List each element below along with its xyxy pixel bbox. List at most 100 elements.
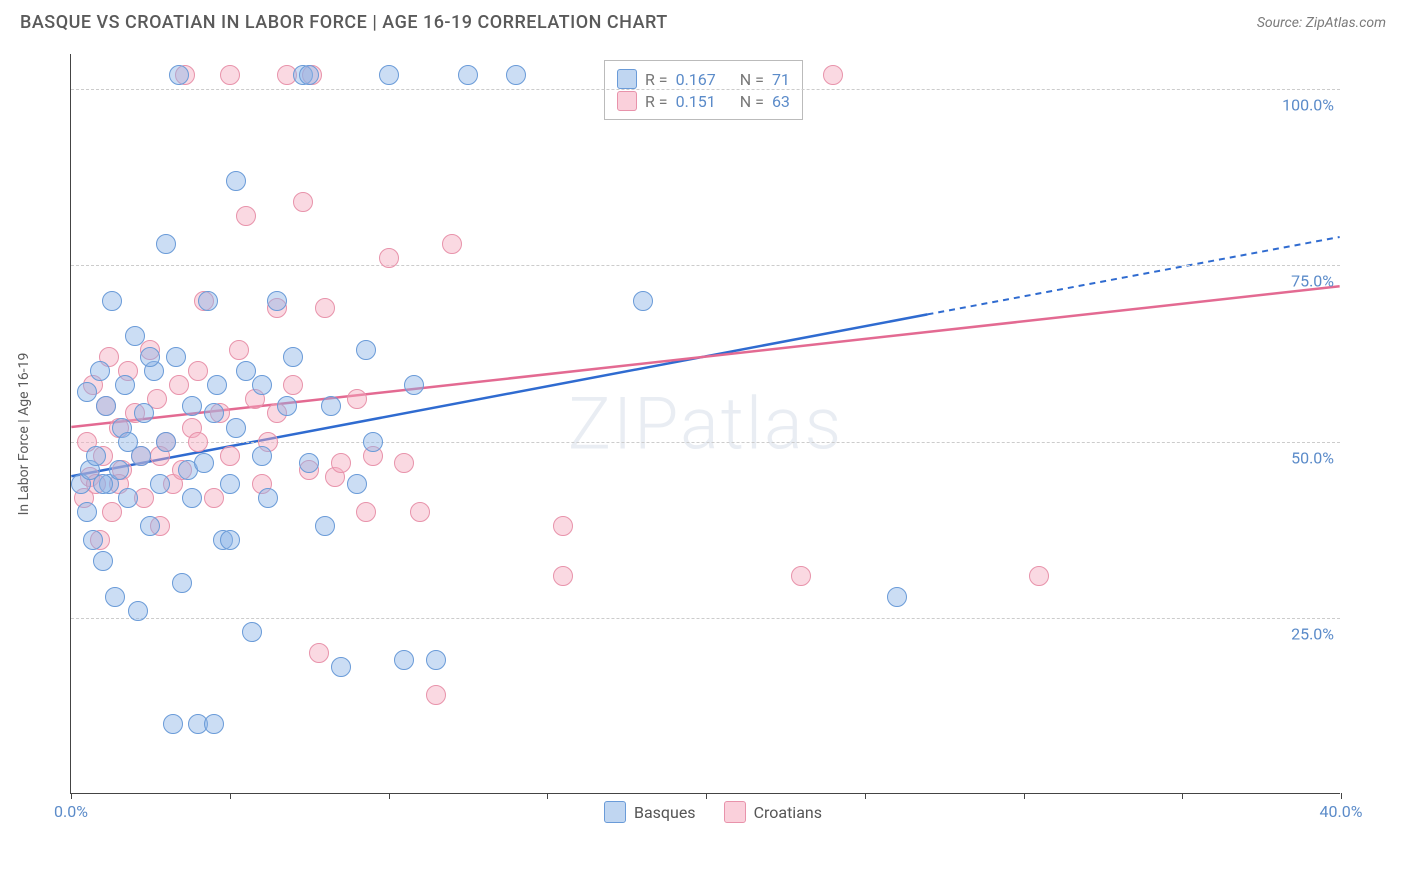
data-point (252, 375, 272, 395)
data-point (140, 347, 160, 367)
data-point (220, 530, 240, 550)
data-point (220, 474, 240, 494)
data-point (150, 474, 170, 494)
data-point (331, 453, 351, 473)
legend-row: R = 0.151 N = 63 (617, 91, 790, 111)
gridline (71, 265, 1340, 266)
legend-row: R = 0.167 N = 71 (617, 69, 790, 89)
data-point (169, 375, 189, 395)
data-point (188, 361, 208, 381)
legend-series: Basques Croatians (604, 801, 822, 823)
legend-item: Croatians (724, 801, 822, 823)
data-point (277, 396, 297, 416)
legend-swatch (617, 91, 637, 111)
data-point (118, 488, 138, 508)
data-point (394, 650, 414, 670)
data-point (166, 347, 186, 367)
legend-n: 63 (772, 92, 790, 111)
data-point (156, 234, 176, 254)
data-point (633, 291, 653, 311)
data-point (426, 685, 446, 705)
legend-label: Basques (634, 803, 696, 822)
data-point (226, 171, 246, 191)
data-point (321, 396, 341, 416)
data-point (128, 601, 148, 621)
legend-n: 71 (772, 70, 790, 89)
y-tick-label: 25.0% (1291, 624, 1334, 643)
data-point (172, 573, 192, 593)
legend-n-label: N = (740, 92, 764, 111)
data-point (163, 714, 183, 734)
data-point (134, 403, 154, 423)
x-tick (71, 793, 72, 799)
x-tick (1182, 793, 1183, 799)
data-point (169, 65, 189, 85)
x-tick-label: 0.0% (54, 802, 88, 821)
chart-header: BASQUE VS CROATIAN IN LABOR FORCE | AGE … (0, 0, 1406, 39)
legend-swatch (604, 801, 626, 823)
data-point (347, 474, 367, 494)
x-tick (389, 793, 390, 799)
chart-region: In Labor Force | Age 16-19 ZIPatlas R =0… (50, 54, 1370, 814)
data-point (109, 460, 129, 480)
trend-lines (71, 54, 1340, 793)
data-point (229, 340, 249, 360)
data-point (553, 566, 573, 586)
data-point (283, 375, 303, 395)
data-point (188, 432, 208, 452)
y-tick-label: 75.0% (1291, 272, 1334, 291)
data-point (458, 65, 478, 85)
data-point (77, 382, 97, 402)
x-tick (865, 793, 866, 799)
data-point (887, 587, 907, 607)
gridline (71, 618, 1340, 619)
x-tick (706, 793, 707, 799)
data-point (267, 291, 287, 311)
x-tick-label: 40.0% (1320, 802, 1363, 821)
data-point (791, 566, 811, 586)
data-point (823, 65, 843, 85)
data-point (102, 502, 122, 522)
gridline (71, 89, 1340, 90)
data-point (309, 643, 329, 663)
legend-item: Basques (604, 801, 696, 823)
data-point (331, 657, 351, 677)
legend-n-label: N = (740, 70, 764, 89)
data-point (182, 396, 202, 416)
y-tick-label: 100.0% (1282, 96, 1334, 115)
legend-r-label: R = (645, 70, 668, 89)
data-point (442, 234, 462, 254)
data-point (293, 192, 313, 212)
data-point (204, 714, 224, 734)
data-point (220, 65, 240, 85)
data-point (236, 206, 256, 226)
chart-source: Source: ZipAtlas.com (1257, 15, 1386, 31)
data-point (140, 516, 160, 536)
data-point (379, 65, 399, 85)
data-point (204, 403, 224, 423)
x-tick (230, 793, 231, 799)
legend-swatch (617, 69, 637, 89)
legend-r-label: R = (645, 92, 668, 111)
data-point (410, 502, 430, 522)
data-point (299, 65, 319, 85)
data-point (1029, 566, 1049, 586)
data-point (93, 474, 113, 494)
data-point (115, 375, 135, 395)
x-tick (547, 793, 548, 799)
legend-r: 0.167 (676, 70, 716, 89)
y-axis-label: In Labor Force | Age 16-19 (16, 353, 32, 516)
data-point (299, 453, 319, 473)
legend-r: 0.151 (676, 92, 716, 111)
data-point (379, 248, 399, 268)
data-point (553, 516, 573, 536)
x-tick (1341, 793, 1342, 799)
data-point (363, 432, 383, 452)
data-point (96, 396, 116, 416)
chart-title: BASQUE VS CROATIAN IN LABOR FORCE | AGE … (20, 12, 668, 33)
data-point (90, 361, 110, 381)
data-point (86, 446, 106, 466)
data-point (242, 622, 262, 642)
data-point (394, 453, 414, 473)
data-point (194, 453, 214, 473)
